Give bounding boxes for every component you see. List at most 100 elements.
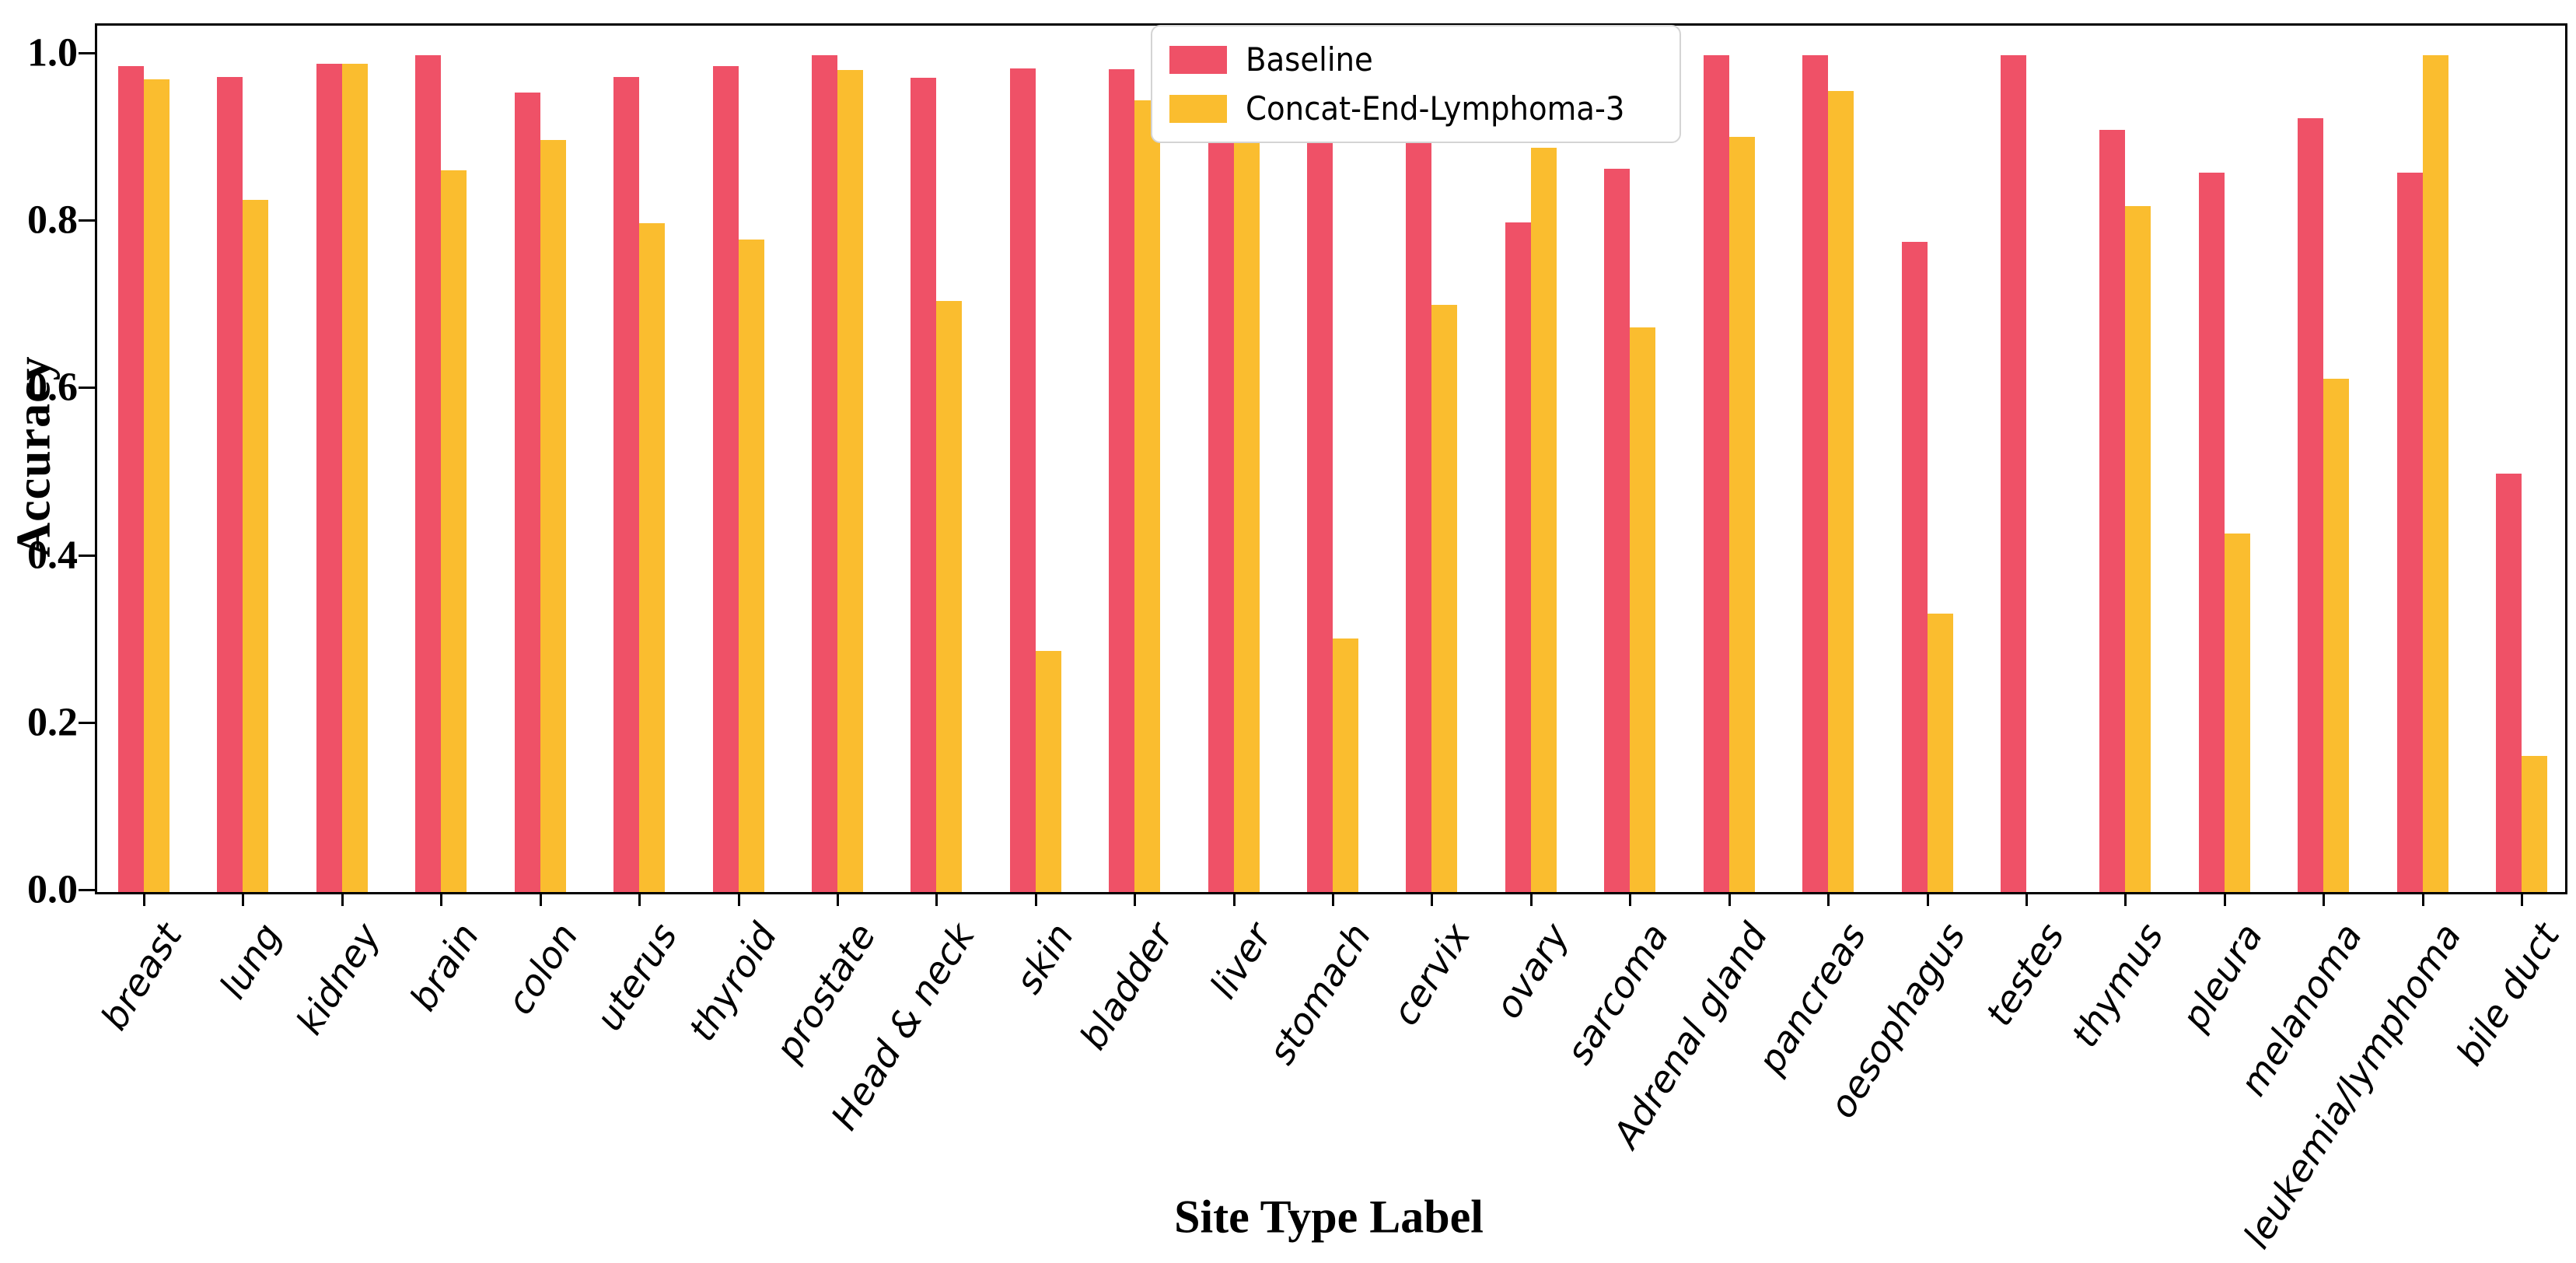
y-tick-label: 0.0 — [27, 867, 78, 912]
x-tick — [2323, 892, 2326, 906]
x-tick — [2421, 892, 2424, 906]
bar-baseline — [2496, 474, 2522, 892]
bar-concat — [2522, 756, 2548, 892]
bar-baseline — [1307, 132, 1333, 892]
bar-baseline — [1703, 55, 1729, 892]
bar-baseline — [1505, 222, 1531, 892]
bar-baseline — [1009, 68, 1036, 892]
bar-concat — [1333, 638, 1359, 892]
x-tick-label: brain — [402, 916, 488, 1019]
bar-baseline — [2099, 130, 2126, 892]
bar-baseline — [217, 77, 243, 892]
x-tick — [638, 892, 641, 906]
bar-concat — [2125, 206, 2151, 892]
x-tick-label: bladder — [1071, 916, 1182, 1058]
bar-baseline — [911, 78, 937, 892]
legend-swatch-concat — [1169, 94, 1227, 123]
x-tick-label: cervix — [1383, 916, 1480, 1034]
x-tick-label: thymus — [2064, 916, 2173, 1055]
bar-baseline — [118, 66, 144, 892]
x-tick — [2223, 892, 2226, 906]
bar-concat — [2323, 379, 2350, 892]
bar-baseline — [1109, 69, 1135, 892]
x-tick — [1529, 892, 1533, 906]
x-tick-label: lung — [211, 916, 291, 1007]
legend-item-baseline: Baseline — [1169, 40, 1658, 79]
x-tick — [143, 892, 145, 906]
y-tick-label: 0.4 — [27, 533, 78, 578]
x-tick — [737, 892, 740, 906]
bar-concat — [936, 301, 963, 892]
x-tick — [1431, 892, 1434, 906]
x-tick-label: ovary — [1487, 916, 1578, 1027]
y-tick — [79, 219, 95, 222]
bar-baseline — [514, 93, 540, 892]
y-tick-label: 0.8 — [27, 198, 78, 243]
bar-concat — [2224, 534, 2250, 892]
x-tick-label: testes — [1977, 916, 2074, 1034]
bar-concat — [341, 64, 368, 892]
legend-label-baseline: Baseline — [1246, 40, 1373, 79]
bar-baseline — [2396, 173, 2423, 892]
x-tick — [836, 892, 839, 906]
bar-concat — [1233, 131, 1260, 892]
x-tick-label: colon — [498, 916, 588, 1023]
bar-baseline — [1604, 169, 1631, 892]
x-tick — [440, 892, 443, 906]
bar-concat — [837, 70, 863, 892]
bar-concat — [1828, 91, 1854, 892]
bar-baseline — [1901, 242, 1928, 892]
legend-item-concat: Concat-End-Lymphoma-3 — [1169, 89, 1658, 128]
x-tick — [341, 892, 344, 906]
bar-baseline — [1406, 132, 1432, 892]
bar-baseline — [2198, 173, 2225, 892]
legend: Baseline Concat-End-Lymphoma-3 — [1151, 25, 1681, 143]
plot-area — [95, 23, 2567, 894]
x-tick-label: thyroid — [680, 916, 786, 1049]
x-tick — [1232, 892, 1236, 906]
x-tick-label: breast — [93, 916, 191, 1038]
y-tick-label: 1.0 — [27, 30, 78, 75]
bar-baseline — [316, 64, 342, 892]
bar-baseline — [811, 55, 837, 892]
bar-concat — [2422, 55, 2448, 892]
bar-concat — [1630, 327, 1656, 892]
bar-baseline — [712, 66, 739, 892]
bar-concat — [144, 79, 170, 892]
y-tick-label: 0.6 — [27, 365, 78, 410]
y-tick — [79, 52, 95, 54]
x-tick — [1926, 892, 1929, 906]
bar-baseline — [415, 55, 442, 892]
bar-concat — [1728, 137, 1755, 892]
x-tick — [935, 892, 938, 906]
bar-concat — [243, 200, 269, 892]
x-tick-label: uterus — [588, 916, 687, 1038]
x-axis-label: Site Type Label — [1174, 1191, 1484, 1243]
legend-label-concat: Concat-End-Lymphoma-3 — [1246, 89, 1625, 128]
bar-concat — [441, 170, 467, 892]
x-tick — [1134, 892, 1137, 906]
bar-concat — [738, 240, 764, 892]
y-tick-label: 0.2 — [27, 700, 78, 745]
x-tick — [242, 892, 245, 906]
bar-baseline — [1208, 131, 1234, 892]
y-tick — [79, 721, 95, 724]
bar-baseline — [613, 77, 640, 892]
bar-concat — [1431, 305, 1458, 892]
bar-concat — [1134, 100, 1161, 892]
bar-baseline — [2000, 55, 2026, 892]
bar-concat — [1530, 148, 1557, 892]
x-tick — [2124, 892, 2127, 906]
x-tick — [1034, 892, 1037, 906]
bar-concat — [1035, 651, 1061, 892]
x-tick — [2521, 892, 2524, 906]
y-tick — [79, 889, 95, 891]
x-tick — [2025, 892, 2028, 906]
x-tick — [1332, 892, 1335, 906]
bar-concat — [1927, 614, 1953, 892]
x-tick — [1629, 892, 1632, 906]
x-tick — [1827, 892, 1830, 906]
legend-swatch-baseline — [1169, 45, 1227, 74]
x-tick — [539, 892, 542, 906]
x-tick — [1728, 892, 1731, 906]
